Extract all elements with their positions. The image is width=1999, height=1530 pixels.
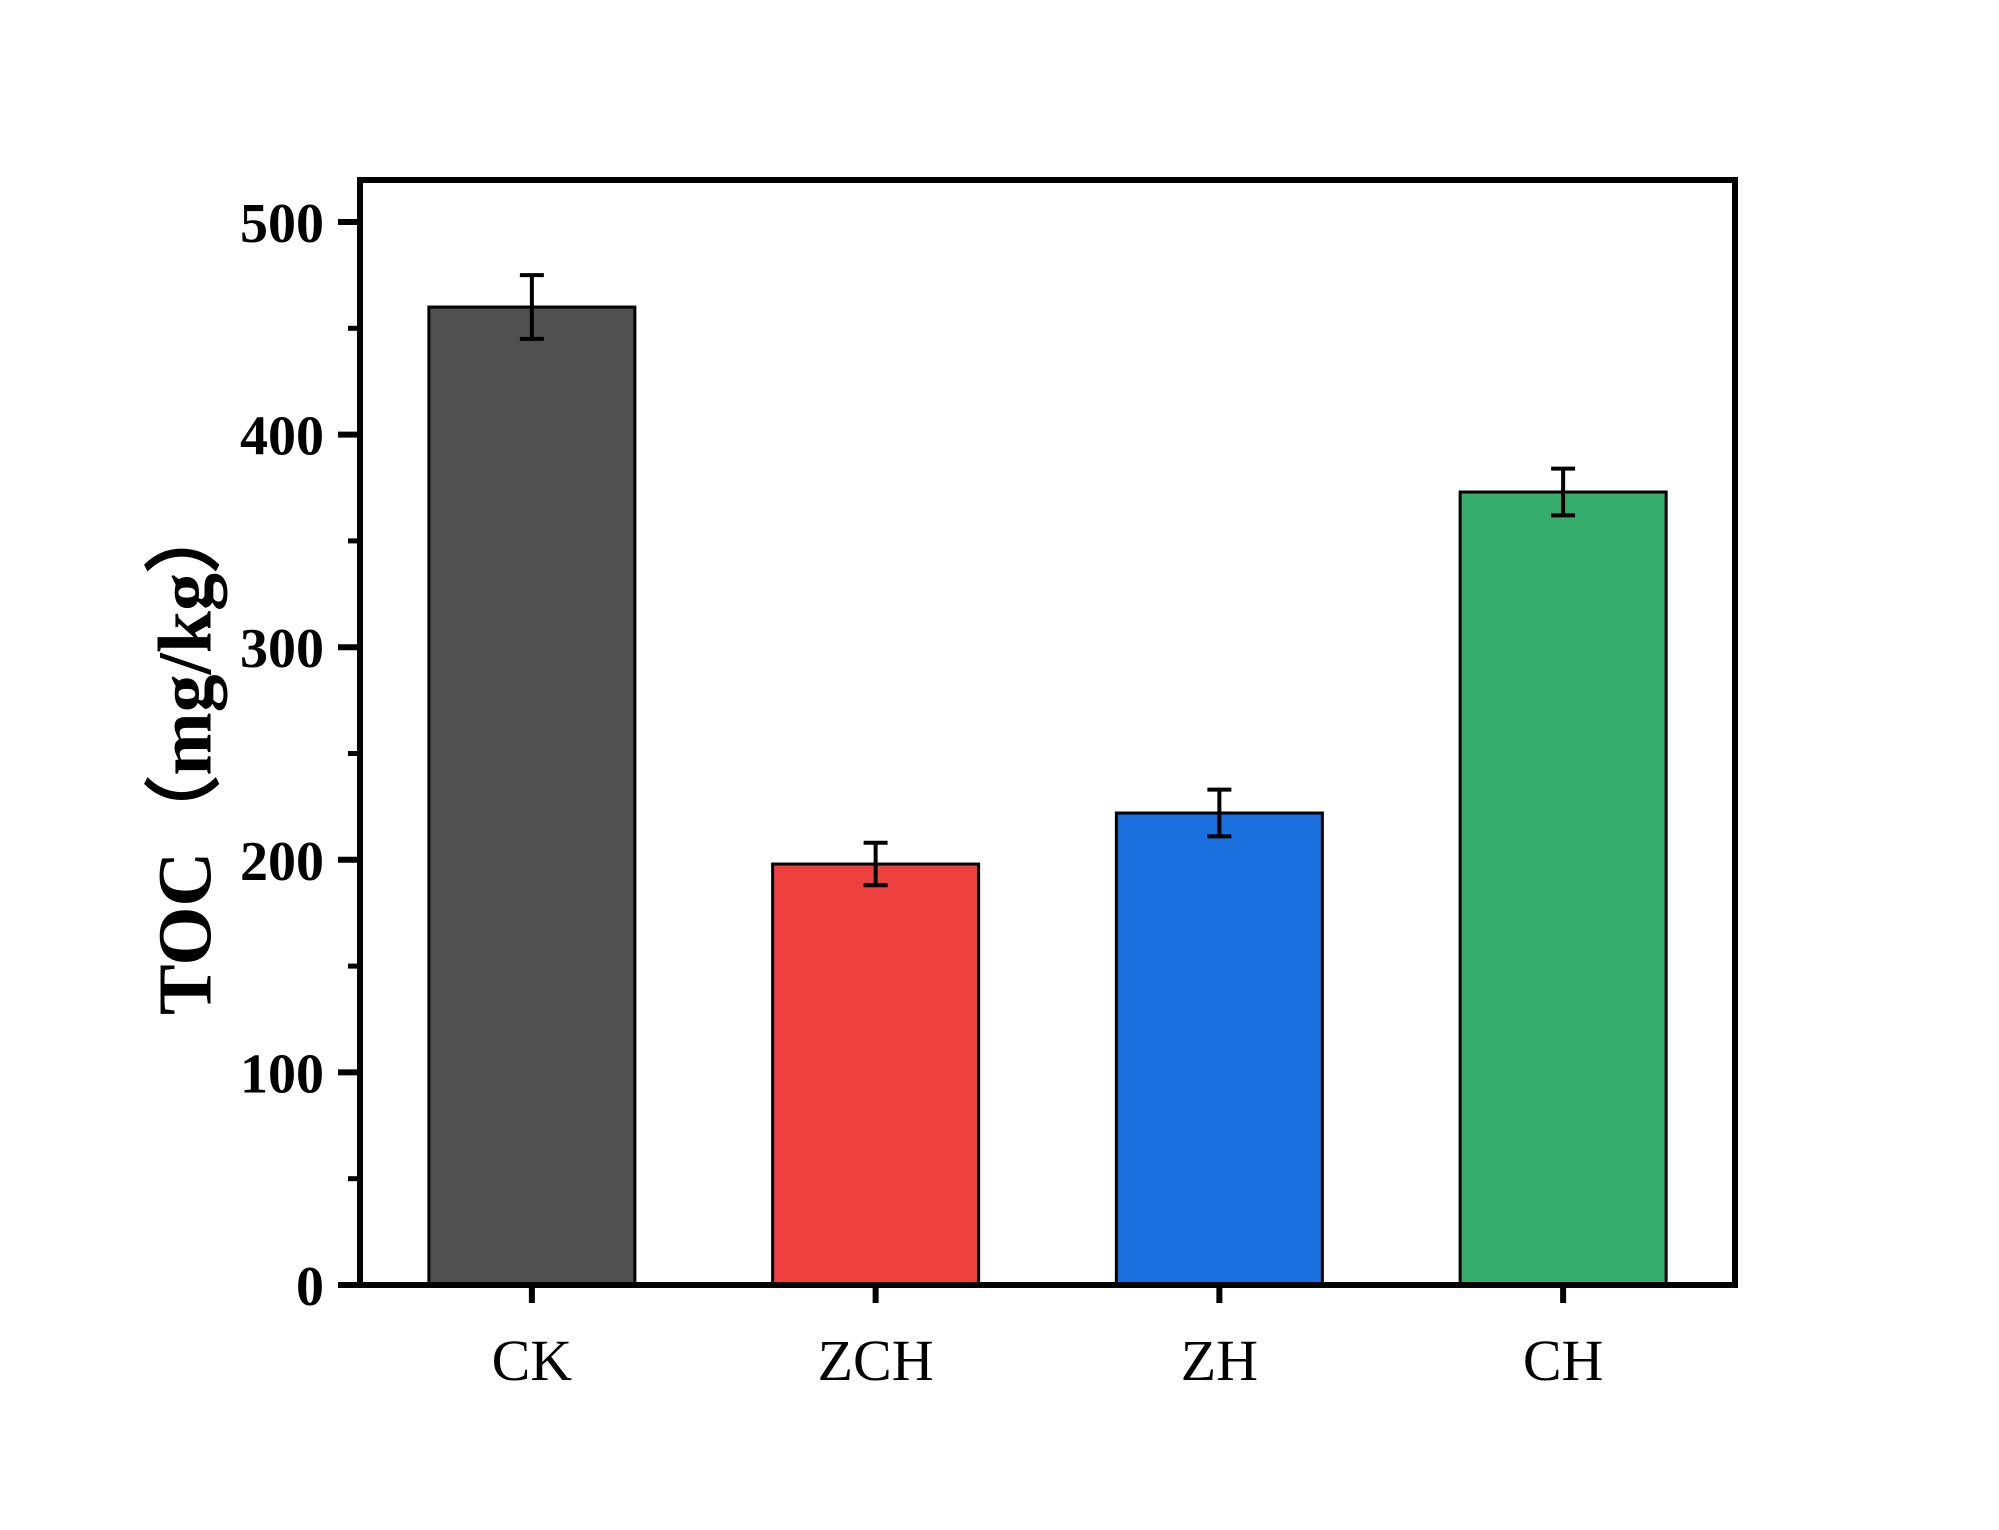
y-tick-label-200: 200 (240, 831, 324, 893)
bar-ck (427, 305, 637, 1287)
error-bar-ch (1551, 466, 1576, 518)
x-tick-label-zh: ZH (1181, 1328, 1258, 1393)
x-tick-label-ch: CH (1523, 1328, 1604, 1393)
bars-group (427, 305, 1668, 1287)
plot-frame (357, 177, 1738, 1288)
error-bar-zch (863, 840, 888, 888)
x-tick-label-ck: CK (492, 1328, 573, 1393)
bar-ch (1458, 490, 1668, 1287)
bar-zh (1114, 811, 1324, 1287)
x-tick-label-zch: ZCH (818, 1328, 934, 1393)
error-bar-zh (1207, 787, 1232, 839)
y-tick-label-300: 300 (240, 618, 324, 680)
y-tick-label-0: 0 (296, 1256, 324, 1318)
y-tick-label-400: 400 (240, 406, 324, 468)
error-bars-group (519, 273, 1576, 888)
y-axis: 0 100 200 300 400 500 (240, 193, 360, 1318)
y-tick-label-500: 500 (240, 193, 324, 255)
error-bar-ck (519, 273, 544, 341)
bar-zch (771, 862, 981, 1287)
y-tick-label-100: 100 (240, 1043, 324, 1105)
y-axis-title: TOC（mg/kg） (143, 497, 227, 1015)
x-axis: CK ZCH ZH CH (492, 1285, 1604, 1393)
